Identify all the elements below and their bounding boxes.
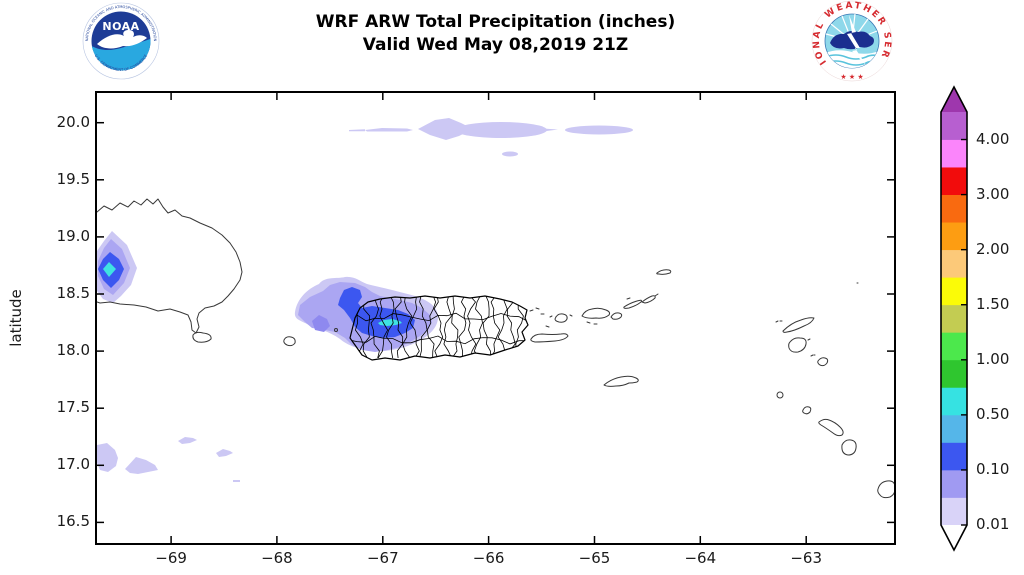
figure-title: WRF ARW Total Precipitation (inches) Val…: [97, 11, 894, 57]
noaa-wordmark: NOAA: [102, 20, 139, 33]
puerto-rico-outline: [349, 295, 529, 361]
precipitation-contours: [97, 118, 633, 482]
precip-sw-blob-c: [178, 437, 197, 444]
colorbar-tick-label: 3.00: [976, 184, 1010, 203]
x-tick-label: −65: [578, 549, 611, 567]
x-tick-label: −68: [261, 549, 293, 567]
tortola-chain: [623, 293, 659, 309]
y-tick-label: 17.0: [56, 455, 90, 474]
precip-band-20n-taper: [543, 128, 558, 132]
title-line-2: Valid Wed May 08,2019 21Z: [362, 35, 629, 55]
y-axis-label: latitude: [7, 289, 25, 347]
y-tick-label: 19.5: [56, 169, 90, 188]
precip-band-20n-streak2: [565, 125, 633, 135]
mona-island: [283, 336, 296, 347]
culebra-island: [549, 313, 573, 323]
colorbar: [940, 85, 968, 552]
pr-municipality-boundaries: [350, 296, 528, 359]
nws-lightning-icon: [847, 15, 866, 65]
precip-dash-19-8n: [502, 151, 518, 157]
y-tick-label: 18.0: [56, 341, 90, 360]
precip-sw-dash: [233, 480, 240, 482]
statia-island: [802, 406, 812, 415]
st-john-island: [610, 312, 623, 320]
y-tick-label: 16.5: [56, 512, 90, 531]
desecheo-island: [334, 328, 338, 332]
x-tick-label: −67: [366, 549, 399, 567]
nws-wave1: [825, 54, 879, 60]
st-thomas-island: [581, 307, 611, 325]
precip-band-20n-lead: [349, 129, 365, 132]
colorbar-tick-label: 2.00: [976, 239, 1010, 258]
st-croix-island: [603, 375, 639, 387]
x-tick-label: −63: [790, 549, 823, 567]
precip-sw-blob-b: [125, 457, 158, 474]
axis-tick-marks: [97, 93, 894, 543]
nws-stars: ★ ★ ★: [840, 73, 863, 81]
nevis-island: [841, 439, 857, 456]
colorbar-tick-label: 4.00: [976, 129, 1010, 148]
nws-logo: NATIONAL WEATHER SERVICE ★ ★ ★: [812, 0, 893, 82]
fajardo-islets: [529, 282, 859, 328]
noaa-sea: [91, 39, 151, 71]
precip-sw-blob-a: [97, 443, 118, 472]
precip-band-20n-diamond: [418, 118, 473, 140]
coastlines: [97, 198, 894, 499]
colorbar-tick-label: 0.50: [976, 404, 1010, 423]
precip-mona-mid: [312, 315, 330, 332]
title-line-1: WRF ARW Total Precipitation (inches): [315, 12, 676, 32]
colorbar-tick-label: 0.01: [976, 515, 1010, 533]
y-tick-label: 18.5: [56, 284, 90, 302]
x-tick-label: −66: [472, 549, 505, 567]
noaa-bird-icon: [97, 30, 147, 49]
colorbar-tick-label: 1.00: [976, 349, 1010, 368]
st-kitts-island: [818, 418, 844, 437]
noaa-logo: NOAA NATIONAL OCEANIC AND ATMOSPHERIC AD…: [82, 2, 160, 80]
southeast-island: [877, 480, 894, 499]
precip-dr-cyan: [103, 262, 116, 277]
precip-band-20n-blob: [455, 122, 547, 138]
vieques-island: [530, 333, 569, 343]
x-tick-label: −69: [155, 549, 187, 567]
y-tick-label: 20.0: [56, 112, 90, 131]
saba-island: [776, 391, 784, 399]
anegada-island: [656, 269, 672, 275]
y-tick-label: 19.0: [56, 226, 90, 245]
y-tick-label: 17.5: [56, 398, 90, 417]
st-barts-island: [810, 354, 829, 367]
anguilla-island: [775, 317, 815, 333]
x-tick-label: −64: [684, 549, 717, 567]
hispaniola-coast: [97, 198, 243, 334]
colorbar-tick-label: 0.10: [976, 459, 1010, 478]
precip-sw-blob-d: [216, 449, 233, 457]
precip-band-20n-streak1: [365, 128, 413, 132]
saona-island: [192, 331, 212, 343]
st-martin-island: [788, 337, 811, 353]
map-plot-area: [95, 91, 896, 545]
colorbar-tick-label: 1.50: [976, 294, 1010, 313]
